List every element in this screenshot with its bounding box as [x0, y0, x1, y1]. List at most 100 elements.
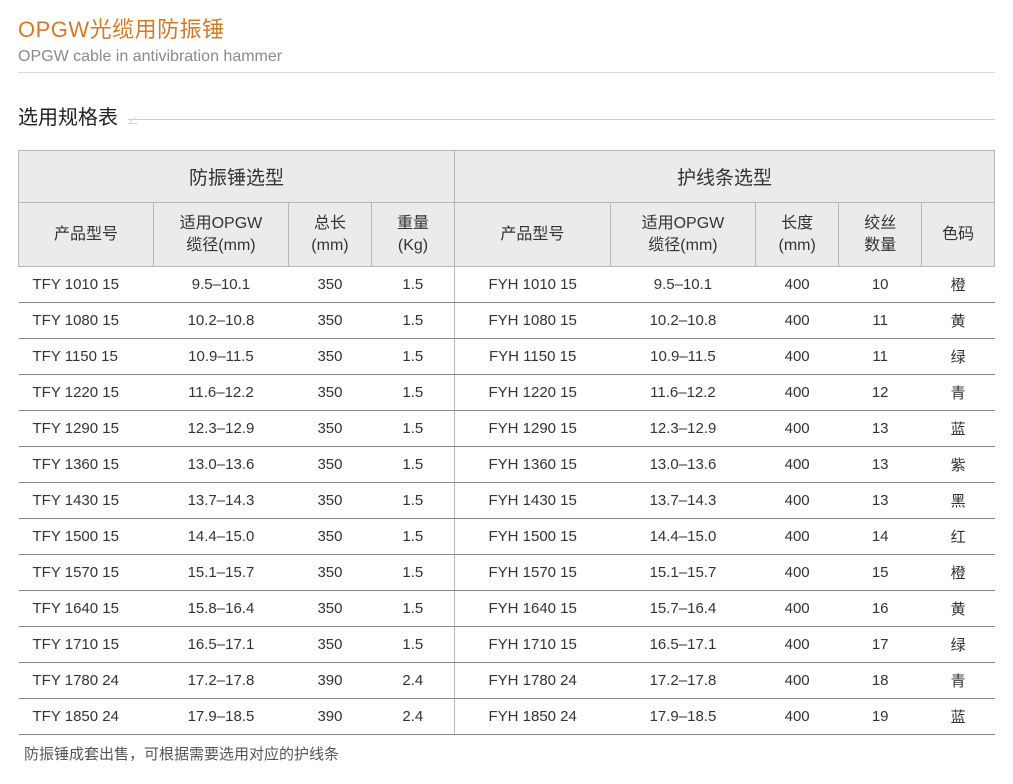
cell-right-color: 绿: [922, 627, 995, 663]
cell-right-length: 400: [756, 663, 839, 699]
cell-right-diameter: 12.3–12.9: [610, 411, 755, 447]
cell-right-strands: 13: [839, 483, 922, 519]
cell-right-diameter: 11.6–12.2: [610, 375, 755, 411]
cell-left-length: 350: [288, 627, 371, 663]
table-row: TFY 1010 159.5–10.13501.5FYH 1010 159.5–…: [19, 267, 995, 303]
footnote: 防振锤成套出售，可根据需要选用对应的护线条: [18, 743, 995, 764]
cell-left-weight: 1.5: [371, 519, 454, 555]
cell-right-strands: 18: [839, 663, 922, 699]
cell-right-diameter: 13.0–13.6: [610, 447, 755, 483]
cell-left-model: TFY 1500 15: [19, 519, 154, 555]
table-row: TFY 1290 1512.3–12.93501.5FYH 1290 1512.…: [19, 411, 995, 447]
section-heading: 选用规格表: [18, 101, 118, 130]
cell-right-strands: 13: [839, 447, 922, 483]
cell-right-model: FYH 1710 15: [455, 627, 611, 663]
cell-right-model: FYH 1850 24: [455, 699, 611, 735]
cell-right-strands: 11: [839, 303, 922, 339]
cell-right-strands: 14: [839, 519, 922, 555]
cell-right-diameter: 15.1–15.7: [610, 555, 755, 591]
cell-left-model: TFY 1220 15: [19, 375, 154, 411]
cell-left-model: TFY 1640 15: [19, 591, 154, 627]
cell-right-diameter: 10.9–11.5: [610, 339, 755, 375]
table-row: TFY 1640 1515.8–16.43501.5FYH 1640 1515.…: [19, 591, 995, 627]
section-underline: [128, 119, 995, 120]
cell-left-diameter: 9.5–10.1: [153, 267, 288, 303]
table-row: TFY 1080 1510.2–10.83501.5FYH 1080 1510.…: [19, 303, 995, 339]
cell-right-color: 青: [922, 663, 995, 699]
cell-left-diameter: 15.1–15.7: [153, 555, 288, 591]
cell-right-model: FYH 1150 15: [455, 339, 611, 375]
cell-right-model: FYH 1430 15: [455, 483, 611, 519]
cell-right-strands: 15: [839, 555, 922, 591]
cell-left-model: TFY 1850 24: [19, 699, 154, 735]
cell-left-diameter: 15.8–16.4: [153, 591, 288, 627]
cell-left-model: TFY 1430 15: [19, 483, 154, 519]
cell-left-weight: 2.4: [371, 663, 454, 699]
cell-left-weight: 1.5: [371, 483, 454, 519]
table-row: TFY 1780 2417.2–17.83902.4FYH 1780 2417.…: [19, 663, 995, 699]
group-header-right: 护线条选型: [455, 151, 995, 203]
cell-right-diameter: 10.2–10.8: [610, 303, 755, 339]
cell-right-diameter: 17.2–17.8: [610, 663, 755, 699]
table-column-row: 产品型号 适用OPGW缆径(mm) 总长(mm) 重量(Kg) 产品型号 适用O…: [19, 203, 995, 267]
cell-right-diameter: 9.5–10.1: [610, 267, 755, 303]
cell-right-model: FYH 1780 24: [455, 663, 611, 699]
cell-left-diameter: 12.3–12.9: [153, 411, 288, 447]
table-row: TFY 1850 2417.9–18.53902.4FYH 1850 2417.…: [19, 699, 995, 735]
cell-right-length: 400: [756, 447, 839, 483]
cell-right-length: 400: [756, 411, 839, 447]
cell-right-color: 青: [922, 375, 995, 411]
col-right-color: 色码: [922, 203, 995, 267]
section-heading-row: 选用规格表: [18, 101, 995, 130]
cell-left-diameter: 13.7–14.3: [153, 483, 288, 519]
cell-right-length: 400: [756, 339, 839, 375]
cell-left-weight: 1.5: [371, 591, 454, 627]
cell-left-weight: 1.5: [371, 447, 454, 483]
cell-left-model: TFY 1780 24: [19, 663, 154, 699]
cell-right-length: 400: [756, 627, 839, 663]
table-row: TFY 1220 1511.6–12.23501.5FYH 1220 1511.…: [19, 375, 995, 411]
cell-left-diameter: 13.0–13.6: [153, 447, 288, 483]
cell-left-weight: 1.5: [371, 627, 454, 663]
cell-right-strands: 16: [839, 591, 922, 627]
cell-left-diameter: 10.9–11.5: [153, 339, 288, 375]
cell-left-diameter: 11.6–12.2: [153, 375, 288, 411]
cell-right-color: 黄: [922, 303, 995, 339]
cell-right-color: 蓝: [922, 699, 995, 735]
cell-left-length: 350: [288, 591, 371, 627]
cell-left-weight: 1.5: [371, 555, 454, 591]
cell-right-model: FYH 1500 15: [455, 519, 611, 555]
cell-left-model: TFY 1710 15: [19, 627, 154, 663]
cell-left-model: TFY 1360 15: [19, 447, 154, 483]
col-left-model: 产品型号: [19, 203, 154, 267]
cell-right-length: 400: [756, 699, 839, 735]
col-left-diameter: 适用OPGW缆径(mm): [153, 203, 288, 267]
table-group-row: 防振锤选型 护线条选型: [19, 151, 995, 203]
cell-right-model: FYH 1360 15: [455, 447, 611, 483]
cell-right-strands: 10: [839, 267, 922, 303]
cell-right-strands: 19: [839, 699, 922, 735]
cell-right-model: FYH 1220 15: [455, 375, 611, 411]
page-title-en: OPGW cable in antivibration hammer: [18, 48, 995, 66]
cell-right-color: 黄: [922, 591, 995, 627]
cell-right-model: FYH 1080 15: [455, 303, 611, 339]
cell-left-model: TFY 1570 15: [19, 555, 154, 591]
table-row: TFY 1570 1515.1–15.73501.5FYH 1570 1515.…: [19, 555, 995, 591]
cell-right-length: 400: [756, 303, 839, 339]
cell-left-length: 350: [288, 483, 371, 519]
cell-left-diameter: 16.5–17.1: [153, 627, 288, 663]
cell-right-strands: 12: [839, 375, 922, 411]
cell-left-diameter: 14.4–15.0: [153, 519, 288, 555]
cell-left-length: 350: [288, 447, 371, 483]
cell-right-color: 橙: [922, 267, 995, 303]
cell-right-diameter: 16.5–17.1: [610, 627, 755, 663]
cell-left-weight: 2.4: [371, 699, 454, 735]
col-left-weight: 重量(Kg): [371, 203, 454, 267]
page-title-cn: OPGW光缆用防振锤: [18, 12, 995, 44]
cell-left-diameter: 17.9–18.5: [153, 699, 288, 735]
cell-left-length: 350: [288, 303, 371, 339]
cell-left-model: TFY 1080 15: [19, 303, 154, 339]
table-row: TFY 1500 1514.4–15.03501.5FYH 1500 1514.…: [19, 519, 995, 555]
col-left-length: 总长(mm): [288, 203, 371, 267]
cell-left-length: 350: [288, 411, 371, 447]
